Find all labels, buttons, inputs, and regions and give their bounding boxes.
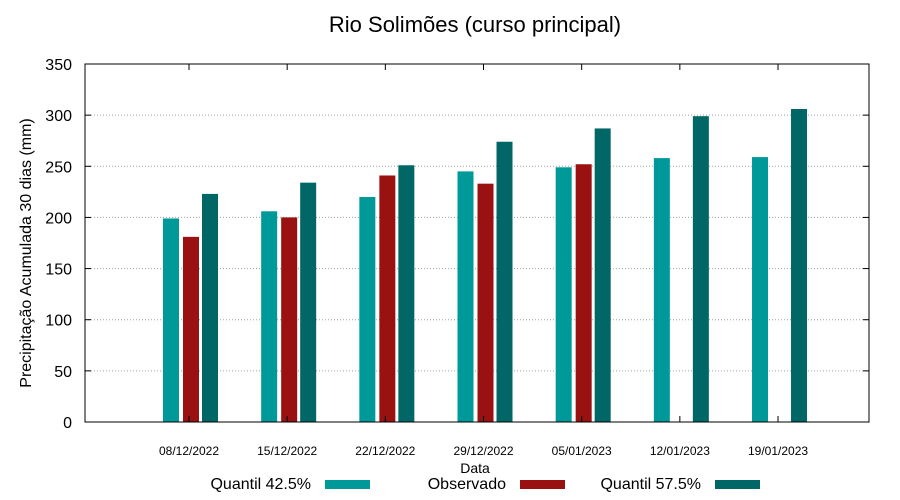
y-tick-label: 300	[45, 108, 72, 125]
bar	[183, 236, 199, 422]
x-axis-ticks: 08/12/2022 15/12/2022 22/12/2022 29/12/2022…	[159, 64, 808, 458]
y-tick-label: 350	[45, 57, 72, 74]
bar	[379, 175, 396, 422]
x-tick-label: 29/12/2022	[453, 444, 513, 458]
bar	[202, 193, 218, 422]
x-tick-label: 05/01/2023	[552, 444, 612, 458]
bar	[457, 171, 474, 422]
bar	[575, 164, 592, 423]
bar	[791, 109, 808, 423]
x-tick-label: 22/12/2022	[355, 444, 415, 458]
legend-swatch	[325, 480, 370, 489]
bar	[692, 116, 709, 422]
bar	[300, 182, 317, 422]
x-tick-label: 08/12/2022	[159, 444, 219, 458]
bar	[359, 196, 376, 422]
y-tick-label: 0	[63, 415, 72, 432]
legend-label: Observado	[428, 476, 506, 493]
y-tick-label: 200	[45, 210, 72, 227]
legend-label: Quantil 57.5%	[600, 476, 701, 493]
y-axis-label: Precipitação Acumulada 30 dias (mm)	[18, 118, 35, 387]
legend-swatch	[715, 480, 760, 489]
chart-title: Rio Solimões (curso principal)	[329, 12, 621, 37]
bar	[496, 141, 513, 423]
legend-label: Quantil 42.5%	[210, 476, 311, 493]
x-tick-label: 19/01/2023	[748, 444, 808, 458]
plot-frame	[84, 63, 870, 423]
bar	[163, 218, 179, 422]
y-tick-label: 50	[54, 364, 72, 381]
bar	[477, 183, 494, 422]
legend: Quantil 42.5% Observado Quantil 57.5%	[210, 476, 760, 493]
bars	[163, 109, 808, 423]
y-axis-ticks: 0 50 100 150 200 250 300 350	[45, 57, 869, 432]
x-axis-label: Data	[460, 460, 490, 476]
bar	[555, 167, 572, 422]
legend-swatch	[520, 480, 565, 489]
y-tick-label: 150	[45, 262, 72, 279]
bar	[653, 158, 670, 423]
x-tick-label: 15/12/2022	[257, 444, 317, 458]
bar	[594, 128, 611, 422]
bar	[752, 157, 769, 422]
y-tick-label: 250	[45, 159, 72, 176]
x-tick-label: 12/01/2023	[650, 444, 710, 458]
bar	[398, 165, 415, 422]
y-tick-label: 100	[45, 313, 72, 330]
bar	[261, 211, 278, 422]
bar	[281, 217, 298, 422]
